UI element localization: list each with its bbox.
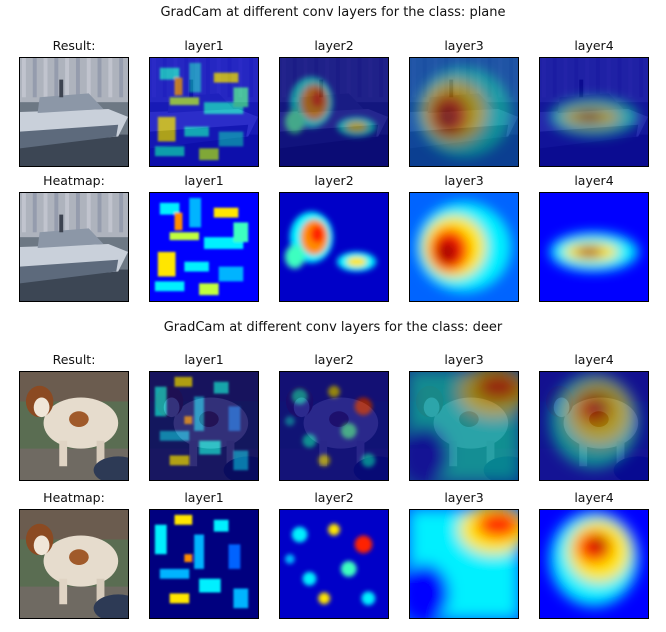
gradcam-overlay-image (539, 57, 649, 167)
gradcam-heatmap-image (149, 192, 259, 302)
panel-title: layer2 (314, 173, 354, 188)
gradcam-overlay-image (409, 371, 519, 481)
panel-title: layer2 (314, 490, 354, 505)
gradcam-heatmap-image (149, 509, 259, 619)
panel-title: layer4 (574, 352, 614, 367)
panel-title: layer2 (314, 38, 354, 53)
gradcam-overlay-image (279, 371, 389, 481)
panel-title: Result: (52, 352, 96, 367)
figure-title-deer: GradCam at different conv layers for the… (163, 320, 503, 335)
panel-title: layer3 (444, 173, 484, 188)
panel-title: layer3 (444, 38, 484, 53)
figure-title-plane: GradCam at different conv layers for the… (160, 5, 506, 20)
panel-title: Heatmap: (43, 173, 105, 188)
gradcam-heatmap-image (409, 192, 519, 302)
panel-title: Heatmap: (43, 490, 105, 505)
panel-title: layer1 (184, 352, 224, 367)
dog-image (19, 509, 129, 619)
gradcam-heatmap-image (279, 509, 389, 619)
boat-image (19, 57, 129, 167)
panel-title: layer2 (314, 352, 354, 367)
panel-title: layer4 (574, 38, 614, 53)
dog-image (19, 371, 129, 481)
panel-title: layer3 (444, 352, 484, 367)
gradcam-overlay-image (539, 371, 649, 481)
gradcam-overlay-image (409, 57, 519, 167)
gradcam-overlay-image (279, 57, 389, 167)
panel-title: layer1 (184, 38, 224, 53)
gradcam-heatmap-image (409, 509, 519, 619)
gradcam-overlay-image (149, 371, 259, 481)
gradcam-overlay-image (149, 57, 259, 167)
panel-title: layer3 (444, 490, 484, 505)
gradcam-heatmap-image (539, 192, 649, 302)
gradcam-heatmap-image (539, 509, 649, 619)
panel-title: layer1 (184, 173, 224, 188)
gradcam-heatmap-image (279, 192, 389, 302)
panel-title: layer1 (184, 490, 224, 505)
panel-title: Result: (52, 38, 96, 53)
panel-title: layer4 (574, 490, 614, 505)
boat-image (19, 192, 129, 302)
panel-title: layer4 (574, 173, 614, 188)
